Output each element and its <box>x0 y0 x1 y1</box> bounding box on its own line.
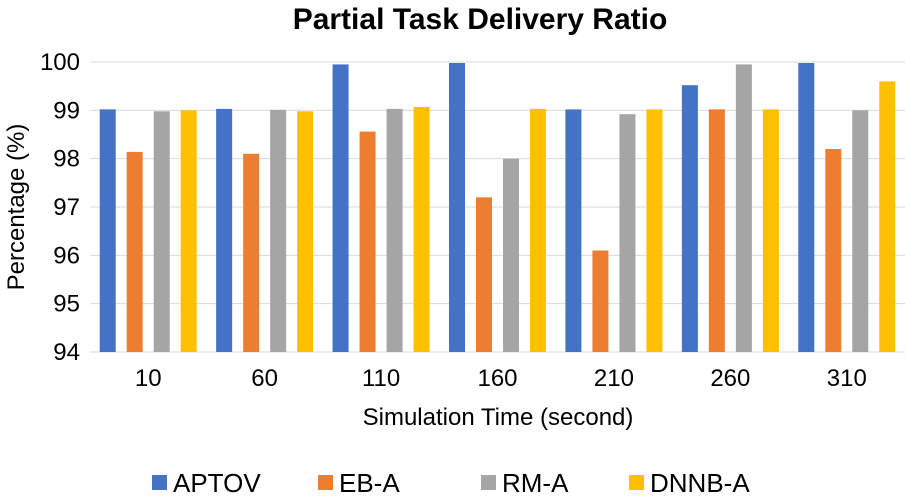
legend-item-rm-a: RM-A <box>481 468 569 498</box>
bar-dnnb-a-160 <box>530 108 546 352</box>
x-tick-label: 160 <box>477 365 517 392</box>
x-tick-label: 310 <box>827 365 867 392</box>
legend-label: EB-A <box>339 468 400 498</box>
x-axis-label: Simulation Time (second) <box>363 404 634 431</box>
legend-item-eb-a: EB-A <box>318 468 400 498</box>
bar-rm-a-260 <box>735 64 752 353</box>
bar-dnnb-a-260 <box>762 109 779 352</box>
bar-rm-a-160 <box>503 158 519 352</box>
y-tick-labels: 94 95 96 97 98 99 100 <box>40 49 80 366</box>
legend-swatch <box>481 475 496 490</box>
y-axis-label: Percentage (%) <box>3 124 30 291</box>
y-tick-label: 95 <box>53 291 80 318</box>
bar-rm-a-60 <box>270 109 287 352</box>
legend-label: DNNB-A <box>650 468 750 498</box>
bar-rm-a-10 <box>153 111 170 352</box>
bar-eb-a-310 <box>825 149 842 352</box>
x-tick-label: 260 <box>710 365 750 392</box>
legend-item-aptov: APTOV <box>152 468 261 498</box>
legend-item-dnnb-a: DNNB-A <box>629 468 750 498</box>
y-tick-label: 99 <box>53 97 80 124</box>
bar-dnnb-a-60 <box>297 111 314 352</box>
legend-label: RM-A <box>502 468 569 498</box>
legend-swatch <box>152 475 167 490</box>
x-tick-label: 10 <box>135 365 162 392</box>
bar-rm-a-210 <box>619 114 636 352</box>
legend-label: APTOV <box>173 468 261 498</box>
x-tick-label: 60 <box>251 365 278 392</box>
y-tick-label: 98 <box>53 146 80 173</box>
gridlines <box>90 61 905 353</box>
bar-eb-a-60 <box>243 153 260 352</box>
bar-dnnb-a-210 <box>646 109 663 352</box>
bar-rm-a-110 <box>386 108 403 352</box>
bar-aptov-60 <box>216 108 233 352</box>
bar-eb-a-210 <box>592 250 609 352</box>
bar-eb-a-110 <box>359 131 376 352</box>
legend-swatch <box>318 475 333 490</box>
bar-aptov-310 <box>798 62 815 352</box>
bar-dnnb-a-310 <box>879 81 896 352</box>
x-tick-label: 210 <box>594 365 634 392</box>
bars <box>99 62 896 353</box>
bar-eb-a-260 <box>708 109 725 352</box>
bar-aptov-160 <box>449 62 465 352</box>
bar-aptov-10 <box>99 109 116 352</box>
bar-dnnb-a-110 <box>413 106 430 352</box>
bar-rm-a-310 <box>852 110 869 352</box>
legend: APTOV EB-A RM-A DNNB-A <box>152 468 750 498</box>
x-tick-labels: 10 60 110 160 210 260 310 <box>135 365 867 392</box>
y-tick-label: 100 <box>40 49 80 76</box>
legend-swatch <box>629 475 644 490</box>
bar-aptov-210 <box>565 109 582 352</box>
bar-aptov-260 <box>681 85 698 352</box>
y-tick-label: 94 <box>53 339 80 366</box>
y-tick-label: 97 <box>53 194 80 221</box>
bar-dnnb-a-10 <box>180 110 197 352</box>
chart-title: Partial Task Delivery Ratio <box>293 3 668 36</box>
y-tick-label: 96 <box>53 242 80 269</box>
bar-eb-a-10 <box>126 151 143 352</box>
bar-eb-a-160 <box>476 197 492 352</box>
x-tick-label: 110 <box>362 365 400 392</box>
bar-aptov-110 <box>332 64 349 353</box>
